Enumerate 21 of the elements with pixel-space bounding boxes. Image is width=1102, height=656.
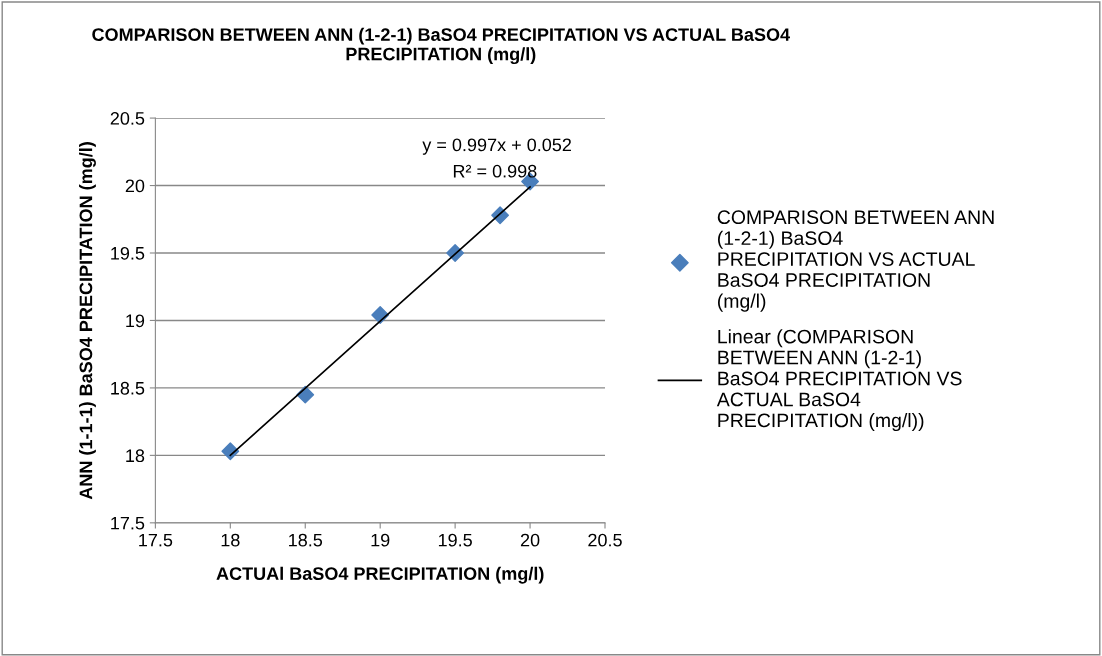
annotation: y = 0.997x + 0.052 [422,138,571,155]
x-tick-label: 19.5 [438,533,472,547]
x-tick-label: 20.5 [588,533,622,547]
chart-title: COMPARISON BETWEEN ANN (1-2-1) BaSO4 PRECIPITATION VS ACTUAL BaSO4 PRECIPITATION (mg/l) [92,27,790,65]
y-tick-label: 18.5 [111,381,145,395]
legend-label: Linear (COMPARISON BETWEEN ANN (1-2-1) BaSO4 PRECIPITATION VS ACTUAL BaSO4 PRECIPITATION (mg/l)) [716,329,962,432]
x-tick-label: 18 [221,533,240,547]
x-axis-title: ACTUAl BaSO4 PRECIPITATION (mg/l) [216,566,544,584]
y-tick-label: 17.5 [111,516,145,530]
legend-label: COMPARISON BETWEEN ANN (1-2-1) BaSO4 PRECIPITATION VS ACTUAL BaSO4 PRECIPITATION (mg/l) [717,210,994,312]
y-tick-label: 19.5 [111,246,145,260]
x-tick-label: 19 [371,533,390,547]
y-tick-label: 20.5 [110,112,145,125]
x-tick-label: 18.5 [289,533,323,547]
x-tick-label: 17.5 [139,533,173,547]
y-tick-label: 20 [125,179,145,193]
y-tick-label: 19 [126,314,145,328]
x-tick-label: 20 [520,533,540,547]
y-axis-title: ANN (1-1-1) BaSO4 PRECIPITATION (mg/l) [79,142,96,500]
annotation: R² = 0.998 [453,164,537,178]
y-tick-label: 18 [126,449,145,463]
